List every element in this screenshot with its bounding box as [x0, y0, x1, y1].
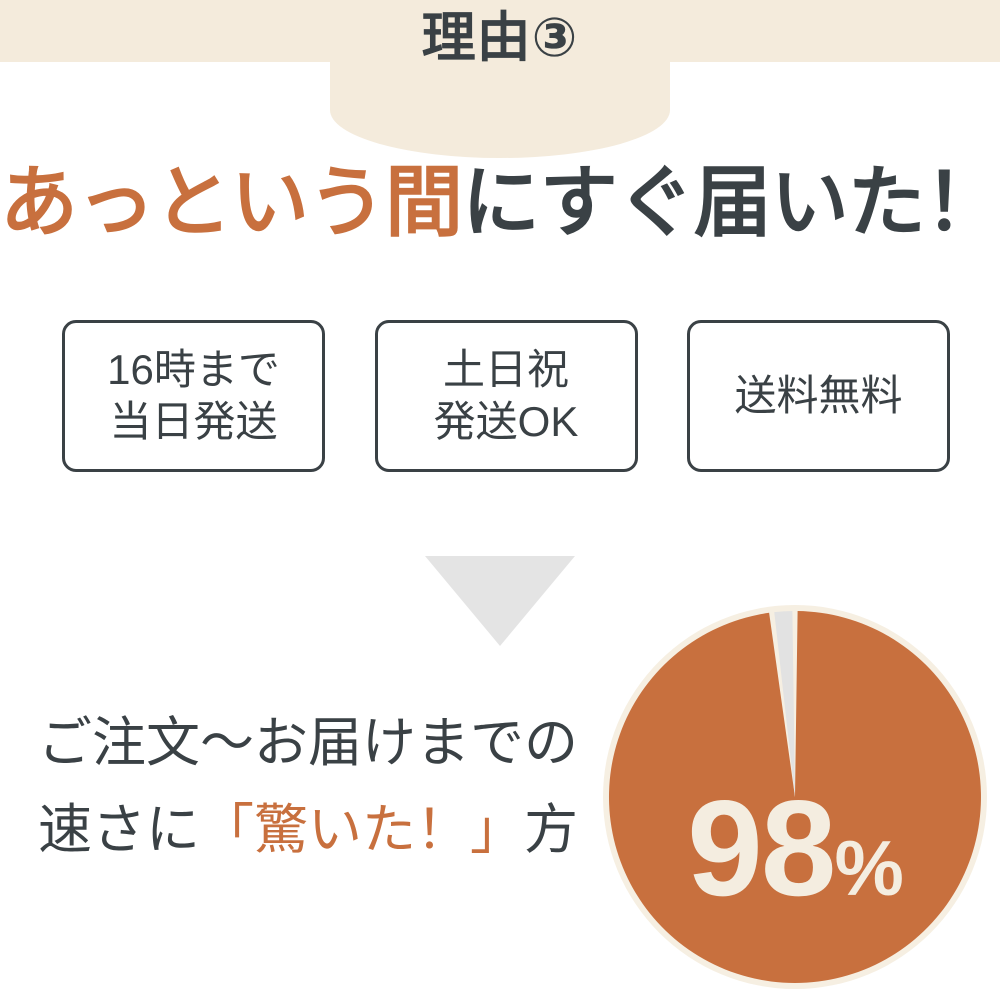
page-title: 理由③ — [421, 8, 579, 68]
badge-line-1: 送料無料 — [734, 371, 903, 419]
pie-slice-other — [774, 611, 795, 797]
badge-same-day-shipping: 16時まで 当日発送 — [62, 320, 325, 472]
pie-unit: % — [834, 824, 903, 912]
badge-row: 16時まで 当日発送 土日祝 発送OK 送料無料 — [62, 320, 950, 472]
banner-bulge-shape — [330, 62, 670, 158]
caption-line-2-accent: 「驚いた！」 — [200, 800, 524, 861]
caption-text: ご注文〜お届けまでの 速さに「驚いた！」方 — [38, 700, 613, 875]
pie-chart: 98% — [600, 602, 990, 992]
headline-rest: にすぐ届いた！ — [462, 158, 1000, 246]
header-banner: 理由③ — [0, 0, 1000, 158]
headline: あっという間にすぐ届いた！ — [0, 158, 1000, 248]
pie-center-label: 98% — [600, 780, 990, 916]
down-arrow-icon — [425, 556, 575, 646]
badge-line-2: 発送OK — [433, 398, 579, 445]
badge-free-shipping: 送料無料 — [687, 320, 950, 472]
badge-line-1: 16時まで — [107, 345, 280, 393]
caption-line-2-before: 速さに — [38, 800, 200, 861]
pie-value: 98 — [687, 772, 836, 924]
badge-line-2: 当日発送 — [109, 398, 278, 445]
banner-band — [0, 0, 1000, 62]
badge-line-1: 土日祝 — [442, 345, 569, 393]
caption-line-2-after: 方 — [524, 800, 578, 861]
badge-weekend-holiday-shipping: 土日祝 発送OK — [374, 320, 638, 472]
pie-slice-main — [608, 611, 981, 984]
caption-line-2: 速さに「驚いた！」方 — [38, 787, 613, 874]
caption-line-1: ご注文〜お届けまでの — [38, 713, 578, 773]
pie-chart-svg — [603, 605, 987, 989]
headline-accent: あっという間 — [0, 158, 463, 246]
